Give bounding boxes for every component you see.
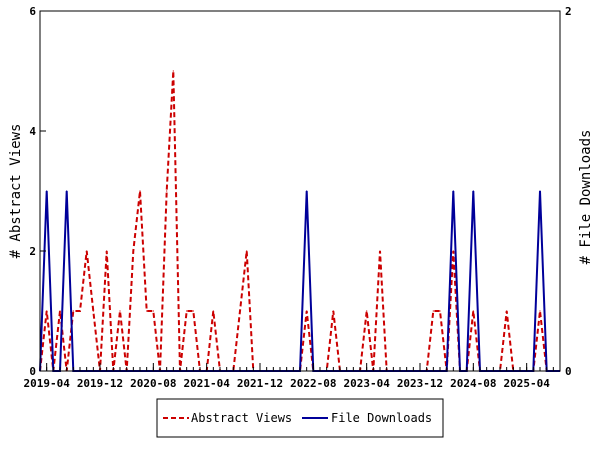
- data-point: [452, 190, 454, 192]
- legend-label-file-downloads: File Downloads: [331, 411, 432, 425]
- ticks-layer: 2019-04 2019-12 2020-08 2021-04 2021-12 2022-…: [23, 5, 571, 390]
- data-point: [212, 310, 214, 312]
- data-point: [539, 190, 541, 192]
- data-point: [366, 310, 368, 312]
- y-left-tick-label: 4: [29, 125, 36, 138]
- data-point: [139, 190, 141, 192]
- data-point: [152, 310, 154, 312]
- y-left-tick-label: 2: [29, 245, 36, 258]
- x-tick-label: 2021-04: [183, 377, 230, 390]
- data-point: [439, 310, 441, 312]
- y-right-tick-label: 0: [565, 365, 572, 378]
- legend-label-abstract-views: Abstract Views: [191, 411, 292, 425]
- legend-box: [156, 398, 444, 438]
- x-tick-label: 2019-12: [77, 377, 123, 390]
- y-left-tick-label: 0: [29, 365, 36, 378]
- data-point: [186, 310, 188, 312]
- data-point: [166, 190, 168, 192]
- x-tick-label: 2020-08: [130, 377, 176, 390]
- data-point: [379, 250, 381, 252]
- data-point: [192, 310, 194, 312]
- y-axis-title-right: # File Downloads: [578, 130, 594, 265]
- x-tick-label: 2024-08: [450, 377, 496, 390]
- data-point: [246, 250, 248, 252]
- data-point: [332, 310, 334, 312]
- x-tick-label: 2023-04: [343, 377, 390, 390]
- data-point: [452, 250, 454, 252]
- data-point: [132, 250, 134, 252]
- data-point: [92, 310, 94, 312]
- y-axis-title-left: # Abstract Views: [8, 124, 24, 259]
- data-point: [306, 310, 308, 312]
- data-point: [86, 250, 88, 252]
- x-tick-label: 2023-12: [397, 377, 443, 390]
- data-point: [79, 310, 81, 312]
- data-point: [46, 190, 48, 192]
- data-point: [506, 310, 508, 312]
- data-point: [472, 310, 474, 312]
- data-point: [539, 310, 541, 312]
- x-tick-label: 2025-04: [503, 377, 550, 390]
- legend: Abstract Views File Downloads: [156, 398, 444, 438]
- x-tick-label: 2021-12: [237, 377, 283, 390]
- data-point: [72, 310, 74, 312]
- data-point: [46, 310, 48, 312]
- data-point: [432, 310, 434, 312]
- data-point: [119, 310, 121, 312]
- data-point: [306, 190, 308, 192]
- x-tick-label: 2019-04: [23, 377, 70, 390]
- y-left-tick-label: 6: [29, 5, 36, 18]
- data-point: [66, 190, 68, 192]
- data-point: [172, 70, 174, 72]
- data-point: [239, 310, 241, 312]
- data-point: [146, 310, 148, 312]
- data-point: [59, 310, 61, 312]
- x-tick-label: 2022-08: [290, 377, 336, 390]
- data-point: [472, 190, 474, 192]
- data-point: [106, 250, 108, 252]
- y-right-tick-label: 2: [565, 5, 572, 18]
